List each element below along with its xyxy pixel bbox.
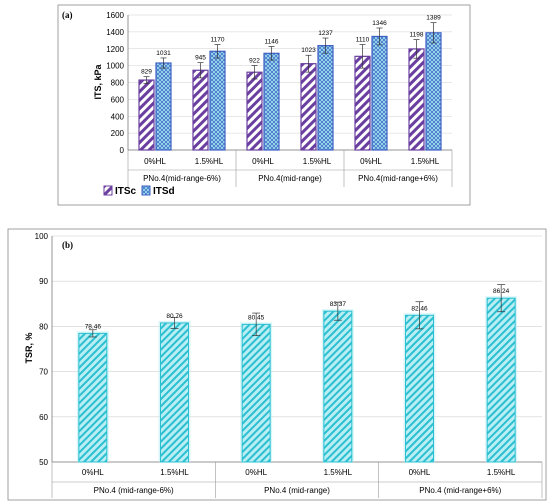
- chart-b-bar: [160, 322, 189, 463]
- chart-a-grid: [127, 14, 452, 151]
- chart-a-x-tick-label: 0%HL: [360, 157, 382, 166]
- chart-a-bar-itsd: [425, 32, 442, 151]
- chart-a-group-label: PNo.4(mid-range+6%): [358, 174, 438, 183]
- chart-a-bar-itsc: [138, 79, 155, 151]
- chart-a-bar-itsc: [354, 55, 371, 151]
- chart-b-y-tick-label: 70: [39, 368, 48, 377]
- chart-a-bars: 829 1031 945 1170 922 1146 1023 1237 1110 1346 119…: [138, 15, 442, 151]
- chart-b-data-label: 86.24: [493, 288, 510, 295]
- chart-a-legend-swatch-itsc: [103, 185, 113, 196]
- chart-a-data-label: 1031: [156, 50, 171, 57]
- chart-b-y-ticks: 50 60 70 80 90 100: [35, 232, 49, 467]
- chart-b-x-tick-label: 1.5%HL: [160, 468, 189, 477]
- chart-b-bar: [323, 310, 353, 463]
- chart-a-y-tick-label: 1400: [106, 28, 124, 37]
- chart-a-legend: ITSc ITSd: [103, 185, 175, 197]
- chart-b-group-label: PNo.4 (mid-range+6%): [419, 486, 501, 495]
- chart-b-bars: 78.46 80.76 80.45 83.37 82.46 86.24: [76, 284, 518, 463]
- chart-a-y-tick-label: 1000: [106, 62, 124, 71]
- chart-b-x-tick-label: 1.5%HL: [324, 468, 353, 477]
- chart-b-data-label: 80.76: [166, 313, 183, 320]
- chart-b-y-tick-label: 60: [39, 413, 48, 422]
- chart-b-x-tick-label: 1.5%HL: [487, 468, 516, 477]
- chart-a-data-label: 1146: [265, 39, 279, 46]
- chart-a-x-tick-label: 1.5%HL: [195, 157, 224, 166]
- chart-b-y-tick-label: 50: [39, 458, 48, 467]
- chart-b-data-label: 78.46: [85, 323, 102, 330]
- chart-a-data-label: 1023: [301, 47, 316, 54]
- chart-b-grid: [51, 235, 542, 463]
- chart-a-data-label: 1237: [318, 30, 333, 37]
- chart-a: (a) ITS, kPa 0 200 400 600 800 1000 1200 1400 16…: [57, 4, 471, 206]
- chart-b-y-tick-label: 100: [35, 232, 49, 241]
- chart-a-y-tick-label: 200: [111, 129, 125, 138]
- chart-a-y-tick-label: 600: [111, 95, 125, 104]
- chart-a-data-label: 1170: [211, 37, 225, 44]
- chart-a-bar-itsd: [317, 45, 334, 151]
- chart-a-x-tick-label: 1.5%HL: [411, 157, 440, 166]
- chart-a-data-label: 922: [249, 57, 260, 64]
- chart-b-data-label: 82.46: [411, 305, 428, 312]
- chart-a-x-tick-label: 1.5%HL: [303, 157, 332, 166]
- chart-b-group-label: PNo.4 (mid-range): [264, 486, 330, 495]
- chart-a-y-tick-label: 1600: [106, 11, 124, 20]
- chart-a-y-tick-label: 0: [120, 146, 125, 155]
- chart-a-y-tick-label: 400: [111, 112, 125, 121]
- chart-b-data-label: 83.37: [330, 301, 347, 308]
- chart-a-y-ticks: 0 200 400 600 800 1000 1200 1400 1600: [106, 11, 124, 155]
- chart-a-data-label: 829: [141, 69, 152, 76]
- chart-b-x-tick-label: 0%HL: [82, 468, 104, 477]
- chart-b: (b) TSR, % 50 60 70 80 90 100 78.46 80.76 80.45…: [7, 228, 547, 501]
- chart-b-x-categories: 0%HL 1.5%HL 0%HL 1.5%HL 0%HL 1.5%HL PNo.4 (mid…: [51, 462, 543, 498]
- chart-a-y-tick-label: 800: [111, 79, 125, 88]
- chart-a-group-label: PNo.4(mid-range): [258, 174, 322, 183]
- chart-a-y-tick-label: 1200: [106, 45, 124, 54]
- chart-b-bar: [486, 297, 516, 463]
- chart-b-y-tick-label: 80: [39, 322, 48, 331]
- chart-a-data-label: 1198: [410, 32, 424, 39]
- chart-a-bar-itsd: [371, 35, 388, 151]
- chart-a-bar-itsd: [209, 50, 226, 151]
- chart-b-panel-label: (b): [62, 240, 73, 250]
- chart-b-x-tick-label: 0%HL: [245, 468, 267, 477]
- chart-b-x-tick-label: 0%HL: [409, 468, 431, 477]
- chart-a-panel-label: (a): [62, 10, 73, 20]
- chart-a-bar-itsc: [408, 48, 425, 151]
- chart-b-data-label: 80.45: [248, 314, 265, 321]
- chart-b-bar: [405, 314, 434, 463]
- chart-a-bar-itsd: [263, 52, 280, 151]
- chart-b-y-axis-title: TSR, %: [24, 332, 34, 363]
- chart-a-legend-label: ITSd: [153, 186, 175, 197]
- chart-b-bar: [241, 323, 271, 463]
- chart-a-bar-itsc: [300, 63, 317, 151]
- chart-a-data-label: 945: [195, 55, 206, 62]
- chart-a-legend-swatch-itsd: [141, 185, 151, 196]
- chart-a-y-axis-title: ITS, kPa: [93, 63, 103, 99]
- chart-a-x-tick-label: 0%HL: [144, 157, 166, 166]
- chart-a-bar-itsd: [155, 62, 172, 151]
- chart-b-bar: [78, 332, 108, 463]
- chart-a-legend-label: ITSc: [115, 186, 137, 197]
- chart-a-x-categories: 0%HL 1.5%HL 0%HL 1.5%HL 0%HL 1.5%HL PNo.4(mid-…: [127, 150, 453, 187]
- chart-a-data-label: 1346: [372, 20, 387, 27]
- chart-a-x-tick-label: 0%HL: [252, 157, 274, 166]
- chart-a-data-label: 1110: [356, 37, 370, 44]
- chart-a-data-label: 1389: [426, 15, 441, 22]
- chart-a-bar-itsc: [192, 69, 209, 151]
- chart-a-group-label: PNo.4(mid-range-6%): [143, 174, 221, 183]
- chart-b-group-label: PNo.4 (mid-range-6%): [94, 486, 174, 495]
- chart-b-y-tick-label: 90: [39, 277, 48, 286]
- chart-a-bar-itsc: [246, 71, 263, 151]
